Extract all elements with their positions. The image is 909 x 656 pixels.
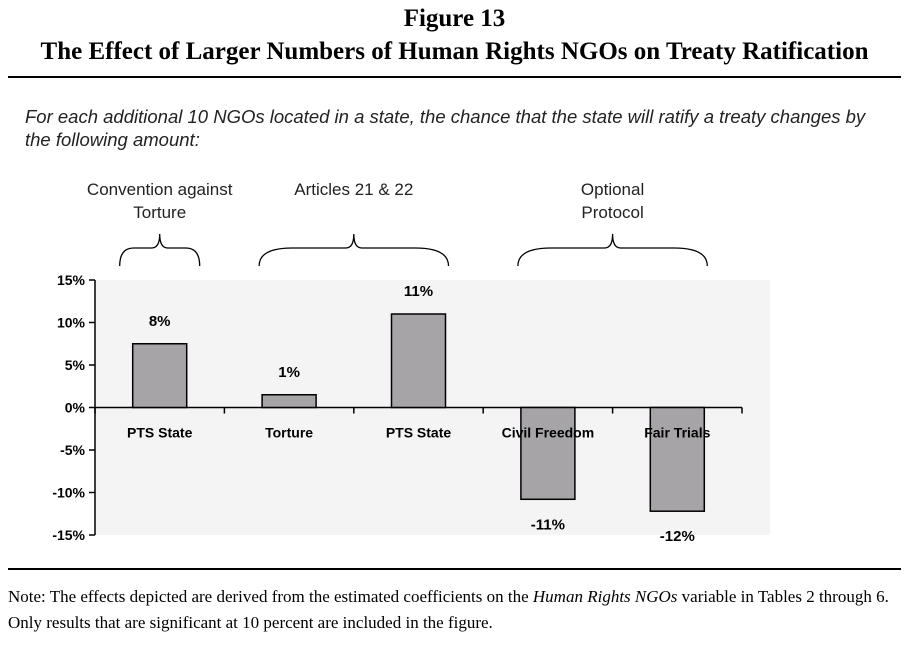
- category-label: Torture: [265, 425, 313, 441]
- data-label: -11%: [531, 516, 565, 533]
- note-text-start: Note: The effects depicted are derived f…: [8, 587, 533, 606]
- group-label: Optional: [581, 180, 644, 199]
- category-label: Fair Trials: [644, 425, 710, 441]
- figure-label: Figure 13: [403, 5, 506, 32]
- group-label: Protocol: [581, 203, 643, 222]
- bar: [261, 394, 317, 409]
- chart-subtitle: For each additional 10 NGOs located in a…: [25, 106, 866, 150]
- data-label: 8%: [149, 313, 171, 330]
- category-label: PTS State: [127, 425, 193, 441]
- bar: [520, 406, 576, 501]
- group-label: Convention against: [87, 180, 233, 199]
- note-emphasis: Human Rights NGOs: [532, 587, 678, 606]
- group-brace: [119, 233, 201, 267]
- y-tick-label: -15%: [52, 527, 85, 543]
- bar: [390, 313, 447, 409]
- y-tick-label: 0%: [65, 400, 86, 416]
- data-label: 1%: [278, 364, 300, 381]
- bar-chart: Convention against Torture Articles 21 & 2…: [52, 180, 770, 545]
- top-rule: [8, 76, 901, 78]
- y-tick-label: 10%: [57, 315, 86, 331]
- figure-title: The Effect of Larger Numbers of Human Ri…: [40, 38, 869, 65]
- y-tick-label: 15%: [57, 272, 86, 288]
- group-brace: [517, 233, 708, 267]
- bottom-rule: [8, 568, 901, 570]
- y-tick-label: -5%: [60, 442, 85, 458]
- category-label: Civil Freedom: [502, 425, 595, 441]
- bar: [649, 406, 706, 512]
- group-label: Articles 21 & 22: [294, 180, 413, 199]
- bar: [131, 343, 188, 409]
- note-text-end: variable in Tables 2 through 6. Only res…: [8, 587, 889, 632]
- y-tick-label: -10%: [52, 485, 85, 501]
- category-label: PTS State: [386, 425, 452, 441]
- data-label: -12%: [660, 528, 695, 545]
- figure-note: Note: The effects depicted are derived f…: [8, 584, 901, 636]
- y-tick-label: 5%: [65, 357, 86, 373]
- group-label: Torture: [133, 203, 186, 222]
- group-brace: [258, 233, 450, 267]
- data-label: 11%: [404, 283, 433, 300]
